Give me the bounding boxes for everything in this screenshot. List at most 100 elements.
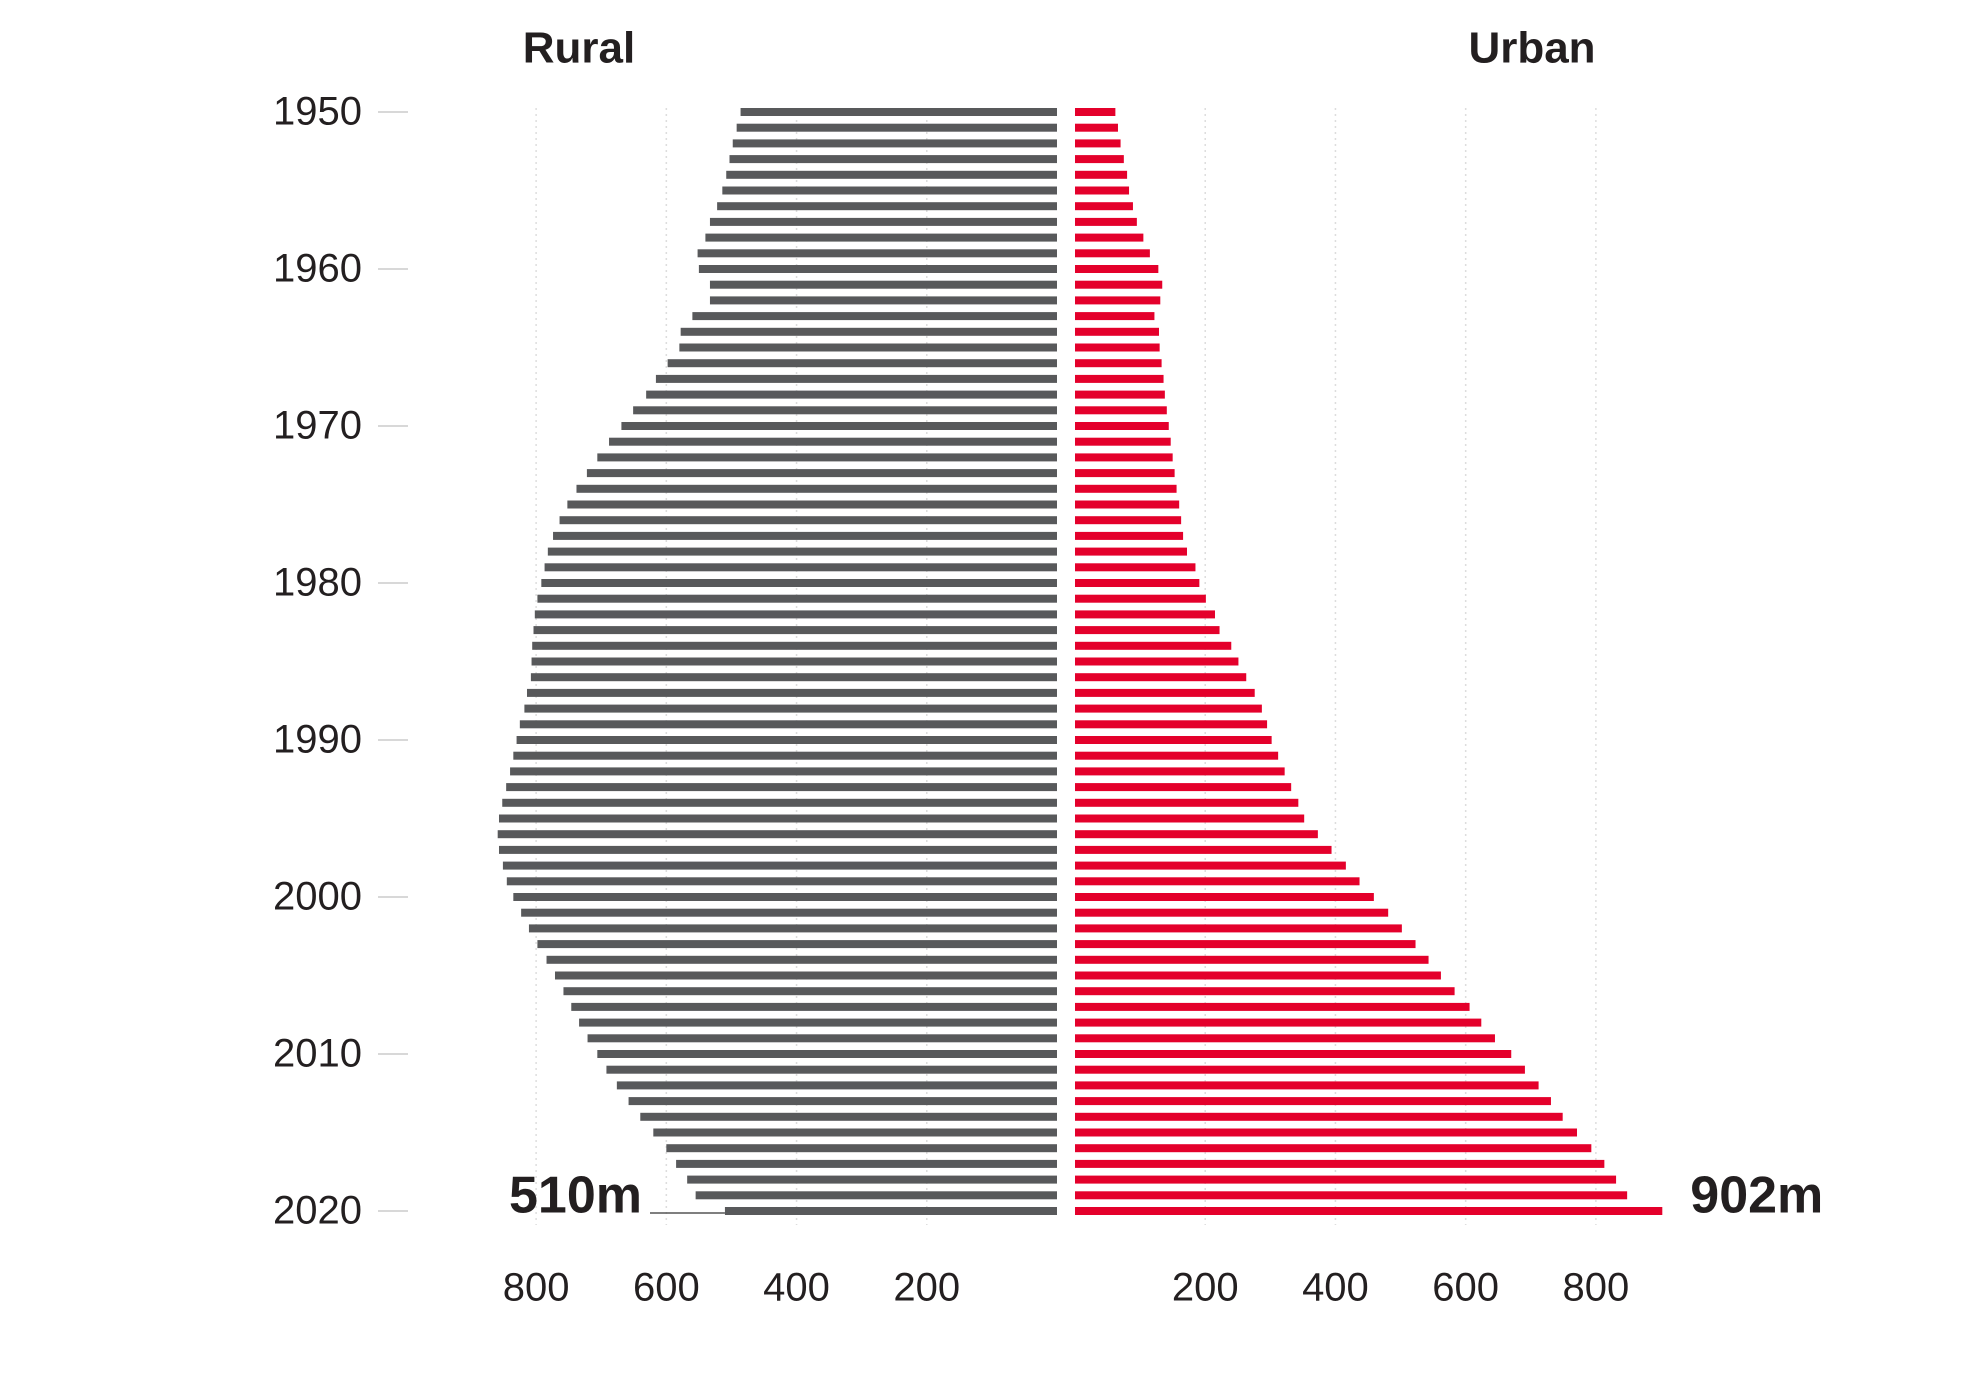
bar [1075, 688, 1255, 697]
bar [563, 987, 1057, 996]
bar [1075, 924, 1402, 933]
bar [697, 249, 1057, 258]
end-label: 510m [509, 1167, 642, 1225]
bar [1075, 249, 1150, 258]
x-tick-label: 200 [893, 1266, 960, 1310]
bar [1075, 1144, 1592, 1153]
bar [1075, 704, 1262, 713]
bar [709, 296, 1057, 305]
bar [705, 233, 1057, 242]
year-label: 1990 [273, 718, 362, 762]
bar [537, 594, 1057, 603]
bar [628, 1097, 1057, 1106]
bar [1075, 312, 1155, 321]
bar [1075, 751, 1279, 760]
bar [1075, 1112, 1563, 1121]
bar [498, 814, 1057, 823]
bar [676, 1159, 1057, 1168]
bar [586, 469, 1057, 478]
bar [736, 123, 1057, 132]
bar [506, 783, 1057, 792]
bar [621, 422, 1057, 430]
bar [537, 940, 1057, 949]
bar [1075, 610, 1215, 619]
bar [1075, 186, 1130, 195]
bar [579, 1018, 1057, 1027]
bar [1075, 217, 1137, 226]
bar [609, 437, 1057, 446]
bar [597, 453, 1057, 462]
bar [1075, 547, 1187, 556]
bar [533, 626, 1057, 635]
bar [679, 343, 1057, 352]
bar [1075, 1207, 1663, 1215]
bar [1075, 908, 1389, 917]
bar [667, 359, 1057, 368]
bar [1075, 390, 1165, 399]
bar [1075, 1159, 1605, 1168]
bar [1075, 767, 1285, 776]
bar [513, 893, 1057, 901]
bar [567, 500, 1057, 509]
bar [554, 971, 1057, 980]
bar [1075, 500, 1180, 509]
x-tick-label: 600 [1432, 1266, 1499, 1310]
year-label: 2020 [273, 1189, 362, 1233]
year-label: 1980 [273, 561, 362, 605]
bar [1075, 170, 1128, 179]
bar [1075, 139, 1121, 148]
bar [1075, 971, 1441, 980]
bar [1075, 123, 1118, 132]
bar [521, 908, 1057, 917]
bar [1075, 1034, 1495, 1043]
bar [692, 312, 1057, 321]
bar [1075, 1002, 1470, 1011]
bar [502, 861, 1058, 870]
bar [528, 924, 1057, 933]
bar [1075, 1191, 1628, 1200]
bar [1075, 1065, 1525, 1074]
bar [547, 547, 1057, 556]
bar [709, 280, 1057, 289]
bar [709, 217, 1057, 226]
bar [1075, 233, 1144, 242]
year-label: 2000 [273, 875, 362, 919]
bar [1075, 359, 1162, 368]
bar [633, 406, 1057, 415]
bar [541, 579, 1057, 587]
bar [1075, 343, 1160, 352]
x-tick-label: 800 [503, 1266, 570, 1310]
bar [1075, 877, 1360, 886]
bar [544, 563, 1057, 572]
bar [1075, 531, 1184, 540]
bar [740, 108, 1057, 116]
x-tick-label: 400 [1302, 1266, 1369, 1310]
bar [1075, 406, 1167, 415]
bar [724, 1207, 1057, 1215]
bar [1075, 437, 1171, 446]
bar [1075, 594, 1206, 603]
bar [1075, 720, 1268, 729]
x-tick-label: 800 [1563, 1266, 1630, 1310]
bar [1075, 940, 1416, 949]
bar [666, 1144, 1057, 1153]
bar [646, 390, 1057, 399]
year-label: 1960 [273, 247, 362, 291]
bar [1075, 265, 1159, 273]
bar [1075, 374, 1164, 383]
bar [717, 202, 1057, 211]
bar [653, 1128, 1057, 1137]
x-tick-label: 200 [1172, 1266, 1239, 1310]
bar [524, 704, 1057, 713]
bar [1075, 563, 1196, 572]
bar [1075, 579, 1200, 587]
bar [1075, 987, 1455, 996]
bar [1075, 641, 1232, 650]
bar [506, 877, 1057, 886]
bar [695, 1191, 1057, 1200]
bar [530, 673, 1057, 682]
x-tick-label: 600 [633, 1266, 700, 1310]
year-label: 2010 [273, 1032, 362, 1076]
bar [510, 767, 1058, 776]
